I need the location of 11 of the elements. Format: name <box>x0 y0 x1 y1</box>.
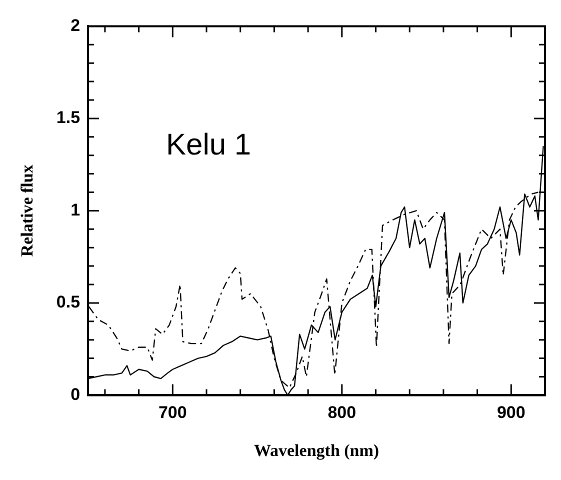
x-axis-title: Wavelength (nm) <box>254 441 380 460</box>
y-axis-title: Relative flux <box>18 164 37 257</box>
x-tick-label: 700 <box>158 403 187 422</box>
y-tick-label: 0.5 <box>56 292 80 312</box>
annotation: Kelu 1 <box>166 128 252 162</box>
y-tick-label: 1 <box>70 200 80 220</box>
x-tick-label: 900 <box>496 403 526 422</box>
y-tick-label: 1.5 <box>56 108 80 128</box>
y-tick-label: 0 <box>70 384 80 404</box>
y-tick-label: 2 <box>70 16 80 35</box>
x-tick-label: 800 <box>328 403 356 422</box>
